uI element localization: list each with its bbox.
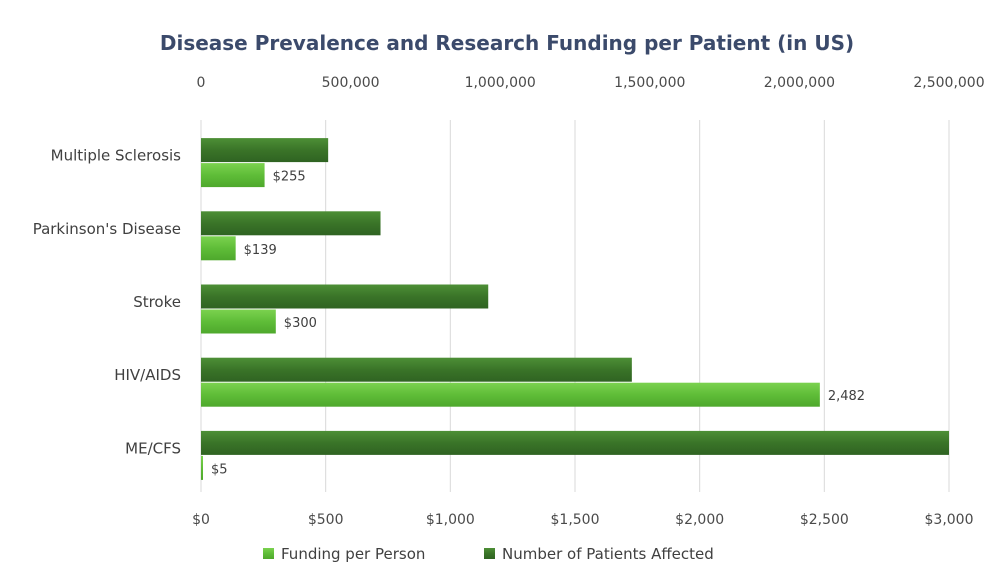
bar-funding bbox=[201, 455, 203, 480]
bottom-tick-label: $2,500 bbox=[800, 512, 849, 528]
bar-patients bbox=[201, 284, 489, 309]
bottom-tick-label: $1,500 bbox=[551, 512, 600, 528]
bar-funding bbox=[201, 163, 265, 188]
category-axis: Multiple Sclerosis Parkinson's Disease Str… bbox=[33, 147, 181, 458]
legend: Funding per Person Number of Patients Aff… bbox=[263, 545, 714, 563]
top-tick-label: 2,500,000 bbox=[913, 75, 984, 91]
bar-patients bbox=[201, 211, 381, 236]
category-label: Multiple Sclerosis bbox=[51, 147, 182, 165]
legend-label: Funding per Person bbox=[281, 545, 425, 563]
category-label: ME/CFS bbox=[125, 439, 181, 457]
data-labels-layer: $255 $139 $300 2,482 $5 bbox=[211, 170, 865, 478]
bar-patients bbox=[201, 357, 632, 382]
bar-funding bbox=[201, 382, 820, 407]
funding-data-label: $300 bbox=[284, 316, 317, 331]
top-tick-label: 0 bbox=[197, 75, 206, 91]
chart-title: Disease Prevalence and Research Funding … bbox=[160, 31, 854, 55]
category-label: Parkinson's Disease bbox=[33, 220, 181, 238]
category-label: Stroke bbox=[133, 293, 181, 311]
top-axis: 0 500,000 1,000,000 1,500,000 2,000,000 2,500… bbox=[197, 75, 985, 91]
bars-layer bbox=[201, 138, 949, 480]
bottom-tick-label: $1,000 bbox=[426, 512, 475, 528]
bottom-tick-label: $3,000 bbox=[925, 512, 974, 528]
bottom-axis: $0 $500 $1,000 $1,500 $2,000 $2,500 $3,000 bbox=[192, 512, 973, 528]
bottom-tick-label: $500 bbox=[308, 512, 344, 528]
funding-data-label: $5 bbox=[211, 462, 228, 477]
category-label: HIV/AIDS bbox=[114, 366, 181, 384]
funding-data-label: 2,482 bbox=[828, 389, 865, 404]
legend-swatch bbox=[484, 548, 495, 559]
bar-funding bbox=[201, 236, 236, 261]
bar-patients bbox=[201, 138, 329, 163]
top-tick-label: 500,000 bbox=[322, 75, 380, 91]
bottom-tick-label: $0 bbox=[192, 512, 210, 528]
bottom-tick-label: $2,000 bbox=[675, 512, 724, 528]
top-tick-label: 1,500,000 bbox=[614, 75, 685, 91]
legend-label: Number of Patients Affected bbox=[502, 545, 714, 563]
top-tick-label: 1,000,000 bbox=[465, 75, 536, 91]
funding-data-label: $139 bbox=[244, 243, 277, 258]
bar-funding bbox=[201, 309, 276, 334]
legend-swatch bbox=[263, 548, 274, 559]
funding-data-label: $255 bbox=[273, 170, 306, 185]
bar-patients bbox=[201, 430, 949, 455]
top-tick-label: 2,000,000 bbox=[764, 75, 835, 91]
